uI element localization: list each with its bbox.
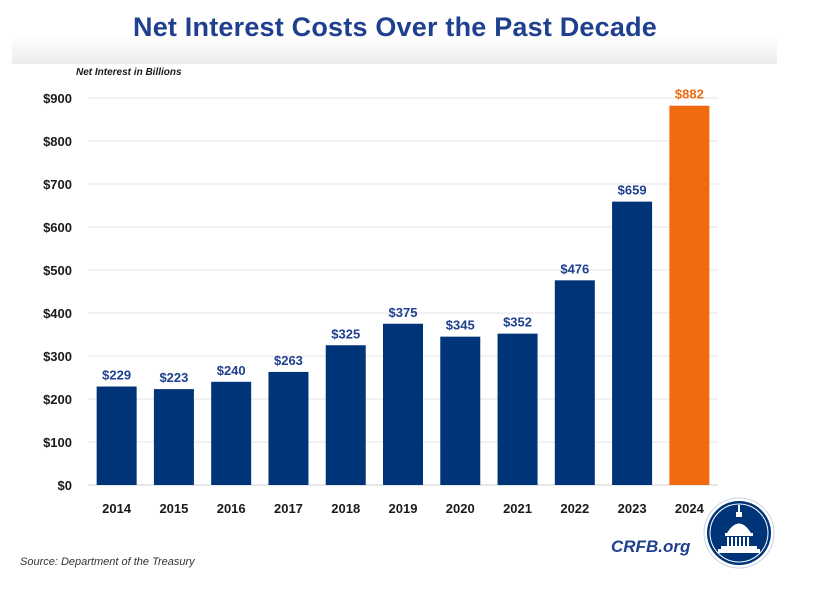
data-label: $263 [274,353,303,368]
brand-label: CRFB.org [611,537,691,556]
title-band [12,0,777,64]
data-label: $223 [159,370,188,385]
bar [612,201,653,485]
bar [211,381,252,485]
x-tick-label: 2021 [503,501,532,516]
data-label: $659 [618,183,647,198]
bar [96,386,137,485]
bar [268,371,309,485]
capitol-dome-seal-icon [703,497,775,569]
bar [669,105,710,486]
y-tick-label: $300 [43,349,72,364]
x-tick-label: 2014 [102,501,132,516]
x-tick-label: 2016 [217,501,246,516]
data-label: $229 [102,368,131,383]
y-tick-label: $900 [43,91,72,106]
data-label: $325 [331,326,360,341]
y-tick-label: $400 [43,306,72,321]
y-tick-label: $700 [43,177,72,192]
x-tick-label: 2022 [560,501,589,516]
x-tick-label: 2023 [618,501,647,516]
data-label: $352 [503,315,532,330]
x-tick-label: 2024 [675,501,705,516]
x-tick-label: 2018 [331,501,360,516]
y-tick-label: $600 [43,220,72,235]
source-note: Source: Department of the Treasury [20,556,195,568]
bar [440,336,481,485]
chart-title: Net Interest Costs Over the Past Decade [133,12,657,42]
bar [383,323,423,485]
data-label: $375 [389,305,418,320]
data-label: $345 [446,318,475,333]
y-tick-label: $0 [58,478,72,493]
x-tick-label: 2015 [159,501,188,516]
data-label: $476 [560,261,589,276]
x-tick-label: 2020 [446,501,475,516]
y-tick-label: $800 [43,134,72,149]
y-tick-label: $500 [43,263,72,278]
y-tick-label: $100 [43,435,72,450]
y-axis-label: Net Interest in Billions [76,67,182,78]
bar [153,389,194,485]
x-tick-label: 2017 [274,501,303,516]
bar [497,333,538,485]
data-label: $882 [675,87,704,102]
y-tick-label: $200 [43,392,72,407]
bar [325,345,366,485]
bar [554,280,595,485]
x-tick-label: 2019 [389,501,418,516]
data-label: $240 [217,363,246,378]
